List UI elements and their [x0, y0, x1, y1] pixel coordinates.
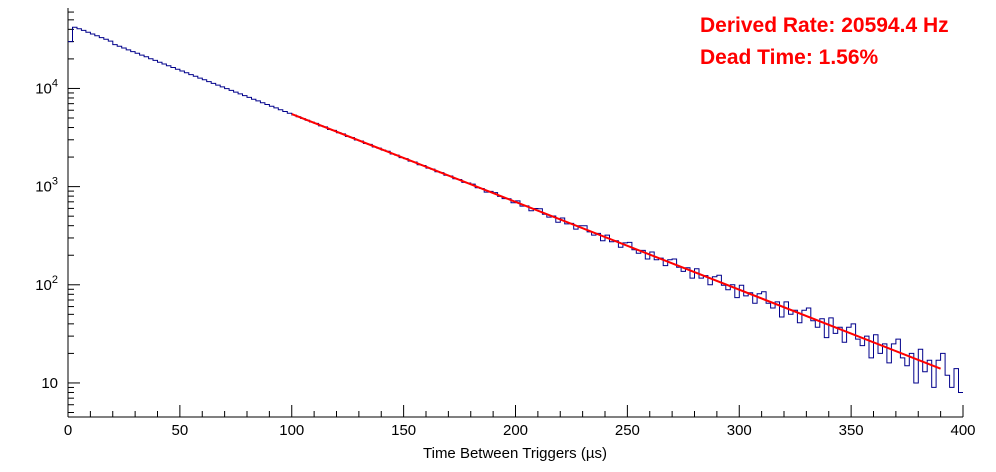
x-tick-label: 300	[727, 422, 752, 439]
x-tick-label: 200	[503, 422, 528, 439]
x-tick-label: 0	[64, 422, 72, 439]
x-tick-label: 100	[279, 422, 304, 439]
y-tick-label: 10	[41, 375, 58, 392]
x-axis-title: Time Between Triggers (µs)	[423, 445, 607, 462]
fit-line	[291, 113, 941, 370]
x-tick-label: 50	[172, 422, 189, 439]
y-tick-exponent: 3	[52, 176, 58, 188]
x-tick-label: 350	[839, 422, 864, 439]
x-tick-label: 250	[615, 422, 640, 439]
y-tick-exponent: 2	[52, 274, 58, 286]
x-tick-label: 150	[391, 422, 416, 439]
x-tick-label: 400	[950, 422, 975, 439]
y-tick-label: 102	[35, 274, 58, 294]
derived-rate-annotation: Derived Rate: 20594.4 Hz	[700, 14, 949, 37]
histogram-group	[68, 26, 963, 393]
y-tick-label: 104	[35, 77, 58, 97]
axes-group: 0 50 100 150 200 250 300 350 400 10 102 103 104	[35, 8, 976, 439]
y-tick-label: 103	[35, 176, 58, 196]
y-tick-exponent: 4	[52, 77, 58, 89]
dead-time-annotation: Dead Time: 1.56%	[700, 46, 879, 69]
fit-group	[291, 113, 941, 370]
histogram-step-line	[68, 26, 963, 393]
